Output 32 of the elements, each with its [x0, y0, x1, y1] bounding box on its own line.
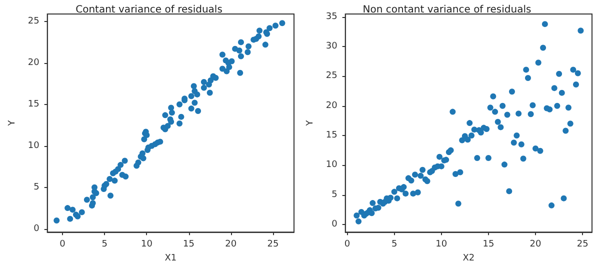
x-tick-label: 0: [344, 240, 350, 250]
x-tick-label: 20: [225, 240, 237, 250]
x-axis-title: X2: [462, 254, 475, 264]
y-tick-label: 30: [326, 42, 338, 52]
y-tick-label: 0: [34, 224, 40, 234]
chart-title: Contant variance of residuals: [76, 4, 222, 16]
y-tick-label: 5: [332, 190, 338, 200]
chart-title: Non contant variance of residuals: [362, 4, 532, 16]
y-tick-label: 35: [326, 12, 338, 22]
y-axis-title: Y: [306, 120, 316, 127]
y-tick-label: 5: [34, 182, 40, 192]
y-tick-label: 15: [28, 99, 40, 110]
x-axis-title: X1: [164, 254, 177, 264]
x-tick-label: 25: [267, 240, 279, 250]
y-tick-label: 10: [326, 160, 338, 170]
x-tick-label: 10: [436, 240, 448, 250]
y-tick-label: 10: [28, 140, 40, 151]
x-tick-label: 10: [140, 240, 153, 250]
y-tick-label: 0: [332, 219, 338, 230]
y-tick-label: 15: [326, 130, 338, 140]
x-tick-label: 15: [482, 240, 494, 250]
y-axis-title: Y: [8, 120, 18, 127]
x-tick-label: 5: [391, 240, 398, 250]
x-tick-label: 25: [576, 240, 588, 250]
y-tick-label: 25: [326, 71, 338, 82]
x-tick-label: 15: [183, 240, 194, 250]
y-tick-label: 25: [28, 16, 40, 26]
x-tick-label: 5: [102, 240, 108, 250]
x-tick-label: 20: [530, 240, 542, 250]
x-tick-label: 0: [60, 240, 66, 250]
y-tick-label: 20: [326, 100, 338, 111]
y-tick-label: 20: [28, 58, 40, 68]
